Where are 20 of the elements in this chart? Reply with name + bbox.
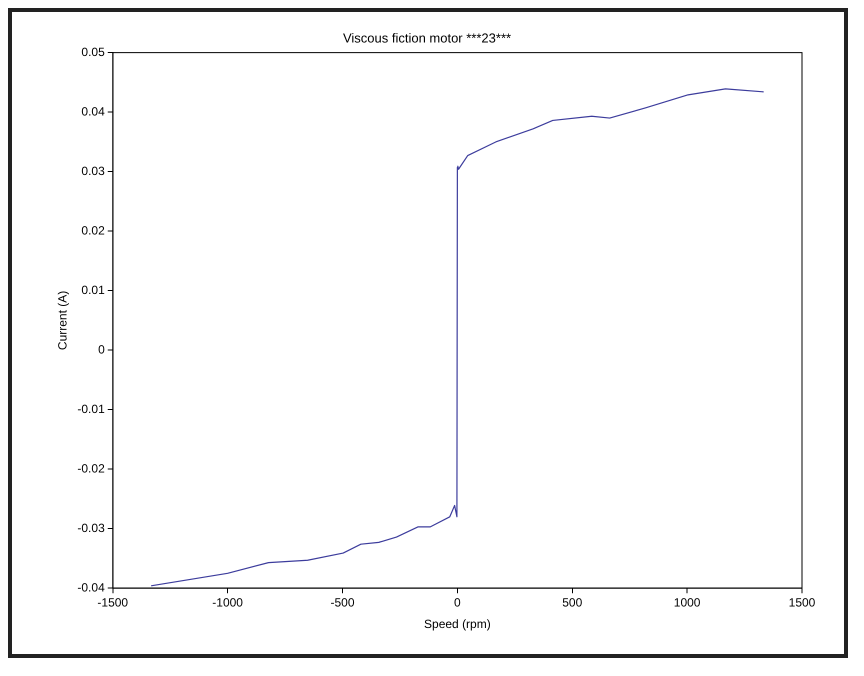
y-axis-title: Current (A)	[56, 290, 70, 350]
y-tick-label: 0.05	[81, 44, 106, 59]
y-tick-label: 0.02	[81, 223, 106, 238]
y-tick-label: 0.04	[81, 104, 106, 118]
y-tick-label: 0.01	[81, 282, 106, 297]
x-tick-label: 1500	[788, 596, 816, 610]
y-tick-label: 0	[98, 342, 106, 356]
x-tick-label: -1500	[97, 596, 128, 610]
y-tick-label: -0.02	[77, 461, 106, 476]
x-tick-label: -1000	[212, 596, 244, 610]
x-axis-title: Speed (rpm)	[424, 617, 491, 632]
x-tick-label: 500	[562, 596, 583, 610]
chart-title: Viscous fiction motor ***23***	[342, 30, 512, 46]
y-tick-label: 0.03	[81, 164, 106, 178]
y-tick-label: -0.03	[77, 521, 106, 535]
y-tick-label: -0.01	[77, 402, 106, 416]
y-tick-label: -0.04	[77, 580, 106, 595]
x-tick-label: 1000	[674, 596, 701, 610]
x-tick-label: -500	[330, 596, 355, 610]
x-tick-label: 0	[454, 596, 462, 610]
